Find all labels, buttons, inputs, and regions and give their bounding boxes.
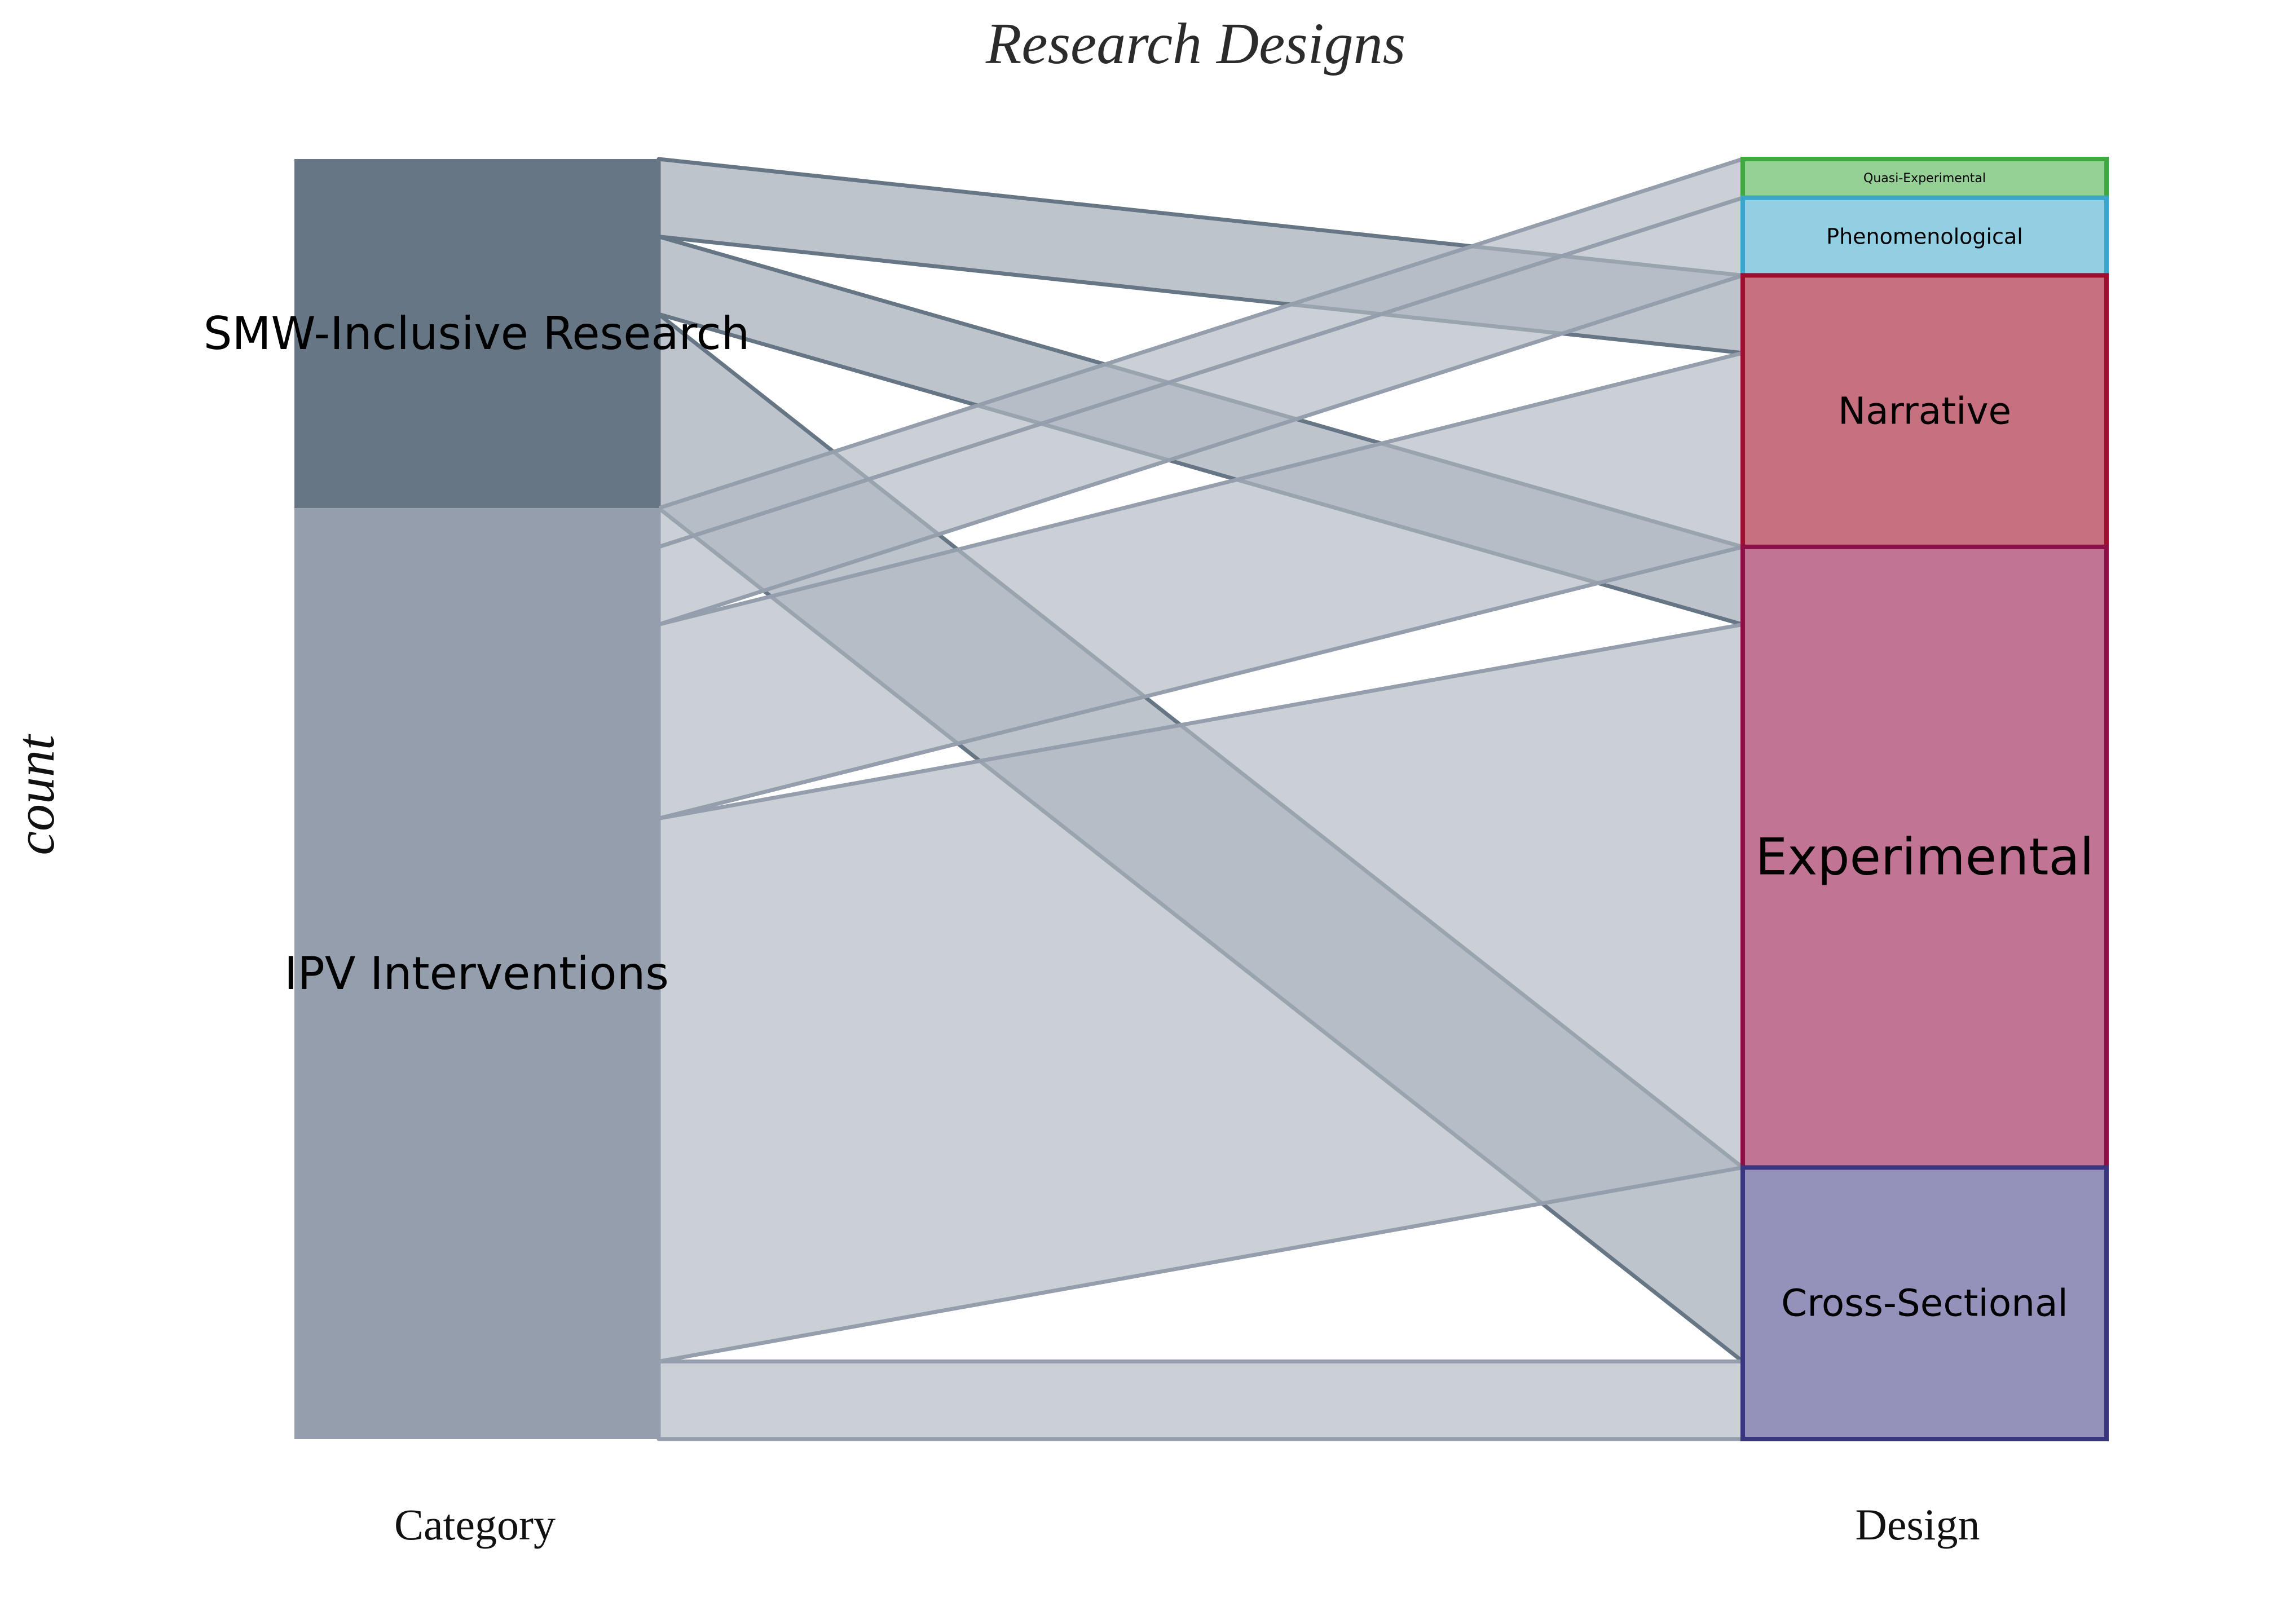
nodes-layer	[294, 157, 2109, 1441]
label-phenomenological: Phenomenological	[1826, 224, 2023, 249]
node-cross-sectional	[1740, 1165, 2109, 1441]
flow-ipv-interventions-to-cross-sectional	[656, 1359, 1745, 1441]
flows-layer	[656, 157, 1745, 1441]
label-ipv-interventions: IPV Interventions	[284, 947, 669, 1000]
axis-label-design: Design	[1856, 1500, 1980, 1549]
node-phenomenological	[1740, 195, 2109, 278]
node-smw-inclusive-research	[294, 159, 659, 509]
node-ipv-interventions	[294, 508, 659, 1440]
label-experimental: Experimental	[1755, 828, 2094, 887]
labels-layer: SMW-Inclusive Research IPV Interventions Q…	[204, 171, 2094, 1325]
label-cross-sectional: Cross-Sectional	[1781, 1282, 2068, 1325]
label-narrative: Narrative	[1838, 390, 2011, 433]
axis-label-category: Category	[394, 1500, 556, 1549]
chart-title: Research Designs	[985, 11, 1405, 76]
label-smw-inclusive-research: SMW-Inclusive Research	[204, 307, 750, 360]
label-quasi-experimental: Quasi-Experimental	[1863, 171, 1986, 186]
y-axis-title: count	[5, 734, 65, 855]
